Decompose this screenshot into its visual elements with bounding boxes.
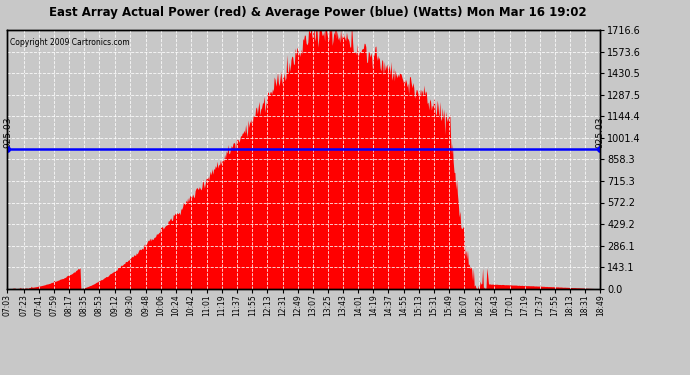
- Text: East Array Actual Power (red) & Average Power (blue) (Watts) Mon Mar 16 19:02: East Array Actual Power (red) & Average …: [48, 6, 586, 19]
- Text: Copyright 2009 Cartronics.com: Copyright 2009 Cartronics.com: [10, 38, 130, 47]
- Text: 925.03: 925.03: [595, 116, 604, 148]
- Text: 925.03: 925.03: [3, 116, 12, 148]
